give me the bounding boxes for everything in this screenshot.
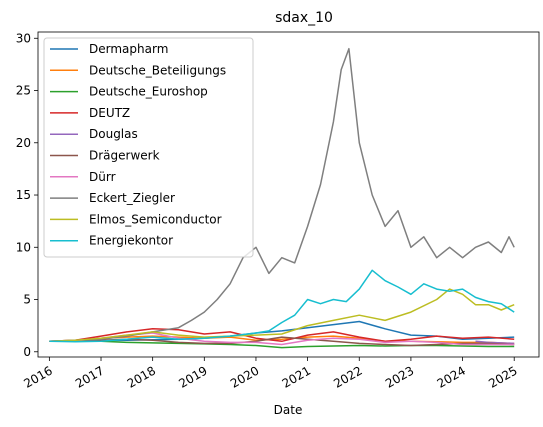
series-lines: [49, 47, 515, 349]
legend-label-dermapharm: Dermapharm: [89, 42, 168, 56]
legend-label-douglas: Douglas: [89, 127, 138, 141]
y-tick-label: 5: [23, 293, 31, 307]
y-tick-label: 30: [16, 31, 31, 45]
legend-label-elmos-semiconductor: Elmos_Semiconductor: [89, 212, 222, 226]
legend-box: [43, 37, 254, 258]
x-axis-label: Date: [274, 403, 303, 417]
legend-label-eckert-ziegler: Eckert_Ziegler: [89, 191, 175, 205]
y-tick-label: 10: [16, 240, 31, 254]
legend-label-deutz: DEUTZ: [89, 106, 130, 120]
y-axis: 0 5 10 15 20 25 30: [16, 31, 38, 359]
legend-label-deutsche-euroshop: Deutsche_Euroshop: [89, 85, 208, 99]
y-tick-label: 20: [16, 136, 31, 150]
plot-frame: [37, 31, 540, 358]
series-line-deutz: [49, 328, 515, 343]
legend-label-energiekontor: Energiekontor: [89, 234, 173, 248]
legend: Dermapharm Deutsche_Beteiligungs Deutsche_…: [43, 37, 254, 258]
chart-title: sdax_10: [275, 10, 333, 26]
series-line-elmos-semiconductor: [49, 288, 515, 343]
legend-label-dr-gerwerk: Drägerwerk: [89, 149, 160, 163]
series-line-deutsche-euroshop: [49, 340, 515, 349]
y-tick-label: 15: [16, 188, 31, 202]
y-tick-label: 25: [16, 84, 31, 98]
series-line-eckert-ziegler: [49, 47, 515, 343]
series-line-energiekontor: [49, 269, 515, 343]
legend-label-deutsche-beteiligungs: Deutsche_Beteiligungs: [89, 63, 226, 77]
y-tick-label: 0: [23, 345, 31, 359]
series-line-douglas: [475, 340, 515, 345]
legend-label-d-rr: Dürr: [89, 170, 116, 184]
